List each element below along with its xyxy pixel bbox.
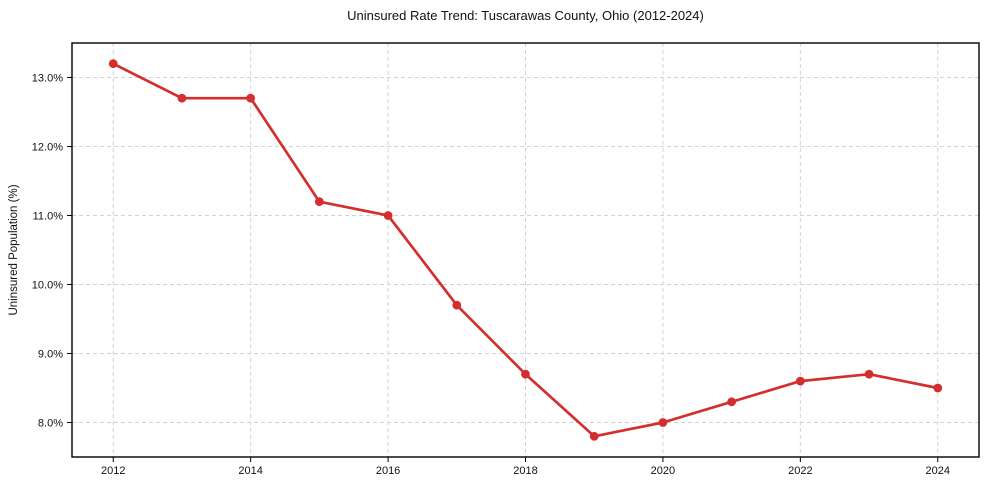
data-point-2014 — [246, 93, 256, 103]
x-tick-label: 2018 — [513, 465, 537, 477]
data-point-2023 — [864, 369, 874, 379]
plot-border — [71, 42, 980, 458]
data-point-2020 — [658, 418, 668, 427]
x-tick-label: 2014 — [238, 465, 262, 477]
y-tick-label: 12.0% — [32, 142, 63, 154]
x-tick-label: 2016 — [376, 465, 400, 477]
x-tick-label: 2024 — [926, 465, 950, 477]
y-tick-label: 10.0% — [32, 280, 63, 292]
y-tick-label: 9.0% — [38, 349, 63, 361]
data-point-2022 — [795, 376, 805, 386]
x-tick-label: 2020 — [651, 465, 675, 477]
data-point-2019 — [589, 431, 599, 441]
data-point-2024 — [933, 383, 943, 393]
data-point-2021 — [727, 397, 737, 407]
data-point-2017 — [452, 300, 462, 310]
x-tick-label: 2022 — [788, 465, 812, 477]
y-tick-label: 13.0% — [32, 73, 63, 85]
x-tick-label: 2012 — [101, 465, 125, 477]
data-point-2015 — [314, 197, 324, 207]
data-point-2018 — [521, 369, 530, 379]
chart-title: Uninsured Rate Trend: Tuscarawas County,… — [347, 8, 704, 23]
y-tick-label: 8.0% — [38, 418, 63, 430]
data-point-2012 — [108, 59, 118, 69]
y-tick-label: 11.0% — [33, 211, 64, 223]
data-point-2016 — [383, 211, 393, 220]
data-point-2013 — [177, 93, 187, 103]
